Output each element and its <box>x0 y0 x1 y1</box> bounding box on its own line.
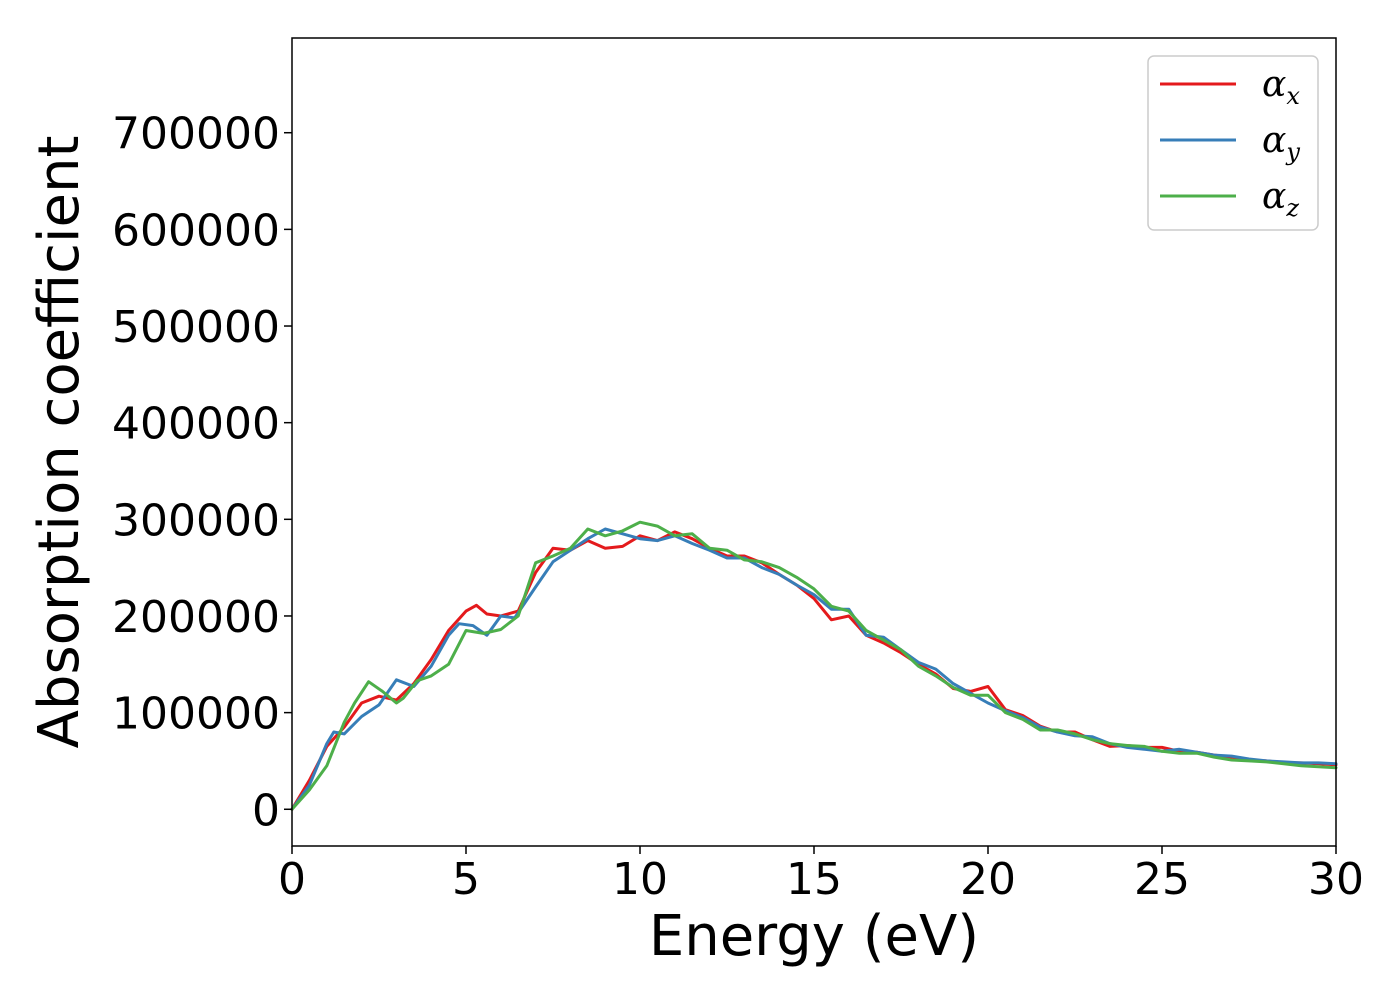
x-tick-label: 20 <box>960 854 1016 905</box>
series-line-y <box>290 527 1338 811</box>
legend-label-base: α <box>1262 120 1286 161</box>
legend-label-x: αx <box>1262 64 1300 110</box>
x-axis-label: Energy (eV) <box>649 904 979 969</box>
y-tick-label: 500000 <box>112 302 280 353</box>
y-tick-label: 100000 <box>112 689 280 740</box>
legend-label-y: αy <box>1262 120 1300 166</box>
x-tick-label: 10 <box>612 854 668 905</box>
y-tick-label: 700000 <box>112 109 280 160</box>
legend-label-z: αz <box>1262 176 1299 222</box>
series-line-z <box>290 520 1338 811</box>
y-tick-label: 300000 <box>112 495 280 546</box>
legend-label-base: α <box>1262 176 1286 217</box>
x-tick-label: 5 <box>452 854 480 905</box>
y-axis-ticks: 0 100000 200000 300000 400000 500000 600000 700… <box>112 109 292 836</box>
x-tick-label: 0 <box>278 854 306 905</box>
y-tick-label: 400000 <box>112 399 280 450</box>
y-tick-label: 0 <box>252 785 280 836</box>
legend-box <box>1147 55 1319 231</box>
legend-label-subscript: y <box>1285 138 1300 166</box>
series-line-x <box>290 530 1338 811</box>
legend-label-subscript: x <box>1286 82 1300 110</box>
legend-label-subscript: z <box>1285 194 1299 222</box>
x-tick-label: 15 <box>786 854 842 905</box>
y-tick-label: 600000 <box>112 205 280 256</box>
x-tick-label: 25 <box>1134 854 1190 905</box>
x-axis-ticks: 0 5 10 15 20 25 30 <box>278 846 1364 905</box>
series-layer <box>290 520 1338 811</box>
x-tick-label: 30 <box>1308 854 1364 905</box>
legend-label-base: α <box>1262 64 1286 105</box>
y-tick-label: 200000 <box>112 592 280 643</box>
y-axis-label: Absorption coefficient <box>27 136 92 749</box>
